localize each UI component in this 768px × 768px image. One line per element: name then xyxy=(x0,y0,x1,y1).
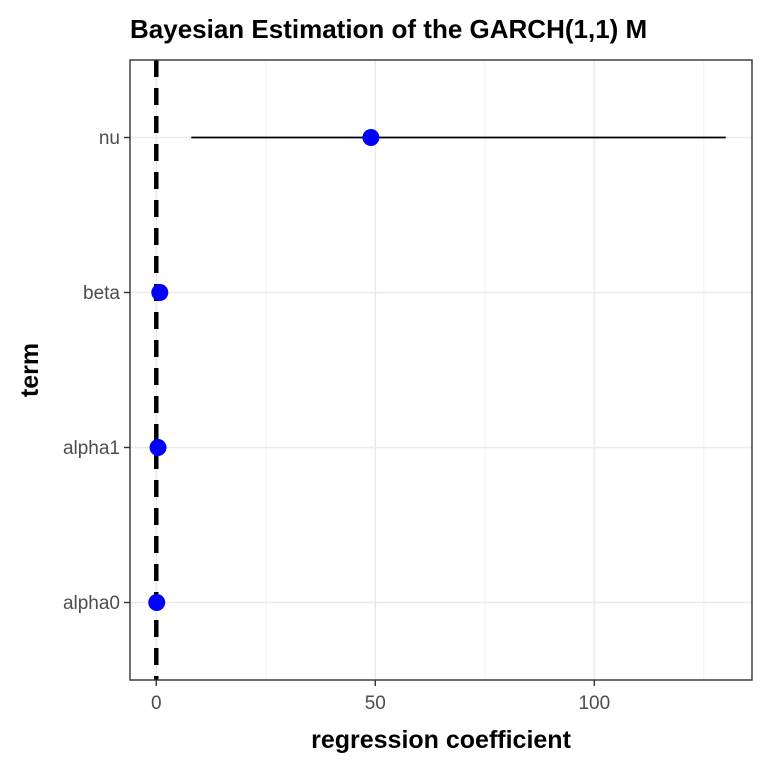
y-tick-label-nu: nu xyxy=(99,128,120,149)
x-tick-label-100: 100 xyxy=(578,693,610,714)
y-axis-title: term xyxy=(16,343,44,397)
grid xyxy=(130,60,752,680)
point-beta xyxy=(151,284,169,301)
points xyxy=(148,129,380,611)
point-alpha1 xyxy=(149,439,167,456)
x-axis-title: regression coefficient xyxy=(311,726,571,754)
y-tick-label-beta: beta xyxy=(83,283,120,304)
y-tick-label-alpha1: alpha1 xyxy=(63,438,120,459)
x-tick-label-0: 0 xyxy=(151,693,162,714)
chart-title: Bayesian Estimation of the GARCH(1,1) M xyxy=(130,14,647,44)
plot-panel-background xyxy=(130,60,752,680)
plot-panel-border xyxy=(129,59,753,681)
y-tick-label-alpha0: alpha0 xyxy=(63,593,120,614)
x-axis: 0 50 100 xyxy=(151,680,610,714)
point-alpha0 xyxy=(148,594,166,611)
y-axis: alpha0 alpha1 beta nu xyxy=(63,128,130,614)
point-nu xyxy=(362,129,380,146)
x-tick-label-50: 50 xyxy=(365,693,386,714)
